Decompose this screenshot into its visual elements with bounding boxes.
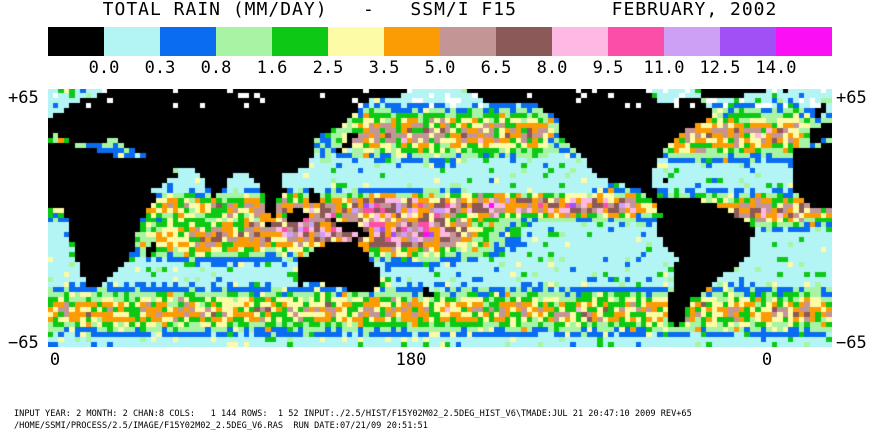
lon-label-0-east: 0 — [761, 350, 773, 370]
legend-swatch-13 — [776, 27, 832, 56]
legend-swatch-8 — [496, 27, 552, 56]
lat-label-bottom-left: −65 — [8, 333, 39, 353]
color-legend-labels: 0.0 0.3 0.8 1.6 2.5 3.5 5.0 6.5 8.0 9.5 11.0 12.5 14… — [48, 56, 832, 80]
lat-label-top-left: +65 — [8, 88, 39, 108]
lon-label-180: 180 — [395, 350, 427, 370]
legend-label-2: 0.8 — [200, 58, 232, 78]
footer-info-line-1: INPUT YEAR: 2 MONTH: 2 CHAN:8 COLS: 1 14… — [14, 409, 692, 419]
legend-swatch-2 — [160, 27, 216, 56]
legend-label-0: 0.0 — [88, 58, 120, 78]
legend-label-9: 9.5 — [592, 58, 624, 78]
map-title: TOTAL RAIN (MM/DAY) - SSM/I F15 FEBRUARY… — [102, 0, 778, 20]
legend-label-1: 0.3 — [144, 58, 176, 78]
lon-label-0-west: 0 — [49, 350, 61, 370]
lat-label-bottom-right: −65 — [836, 333, 867, 353]
legend-swatch-11 — [664, 27, 720, 56]
lat-label-top-right: +65 — [836, 88, 867, 108]
color-legend-bar — [48, 27, 832, 56]
legend-label-8: 8.0 — [536, 58, 568, 78]
legend-label-10: 11.0 — [643, 58, 685, 78]
legend-swatch-9 — [552, 27, 608, 56]
legend-swatch-7 — [440, 27, 496, 56]
legend-swatch-12 — [720, 27, 776, 56]
rain-map — [48, 89, 832, 347]
legend-swatch-10 — [608, 27, 664, 56]
legend-label-7: 6.5 — [480, 58, 512, 78]
legend-label-11: 12.5 — [699, 58, 741, 78]
legend-swatch-3 — [216, 27, 272, 56]
legend-swatch-0 — [48, 27, 104, 56]
footer-info-line-2: /HOME/SSMI/PROCESS/2.5/IMAGE/F15Y02M02_2… — [14, 421, 428, 431]
rain-map-frame — [48, 89, 832, 347]
legend-label-4: 2.5 — [312, 58, 344, 78]
legend-label-5: 3.5 — [368, 58, 400, 78]
legend-swatch-4 — [272, 27, 328, 56]
legend-swatch-6 — [384, 27, 440, 56]
legend-label-3: 1.6 — [256, 58, 288, 78]
legend-swatch-1 — [104, 27, 160, 56]
legend-swatch-5 — [328, 27, 384, 56]
legend-label-12: 14.0 — [755, 58, 797, 78]
legend-label-6: 5.0 — [424, 58, 456, 78]
